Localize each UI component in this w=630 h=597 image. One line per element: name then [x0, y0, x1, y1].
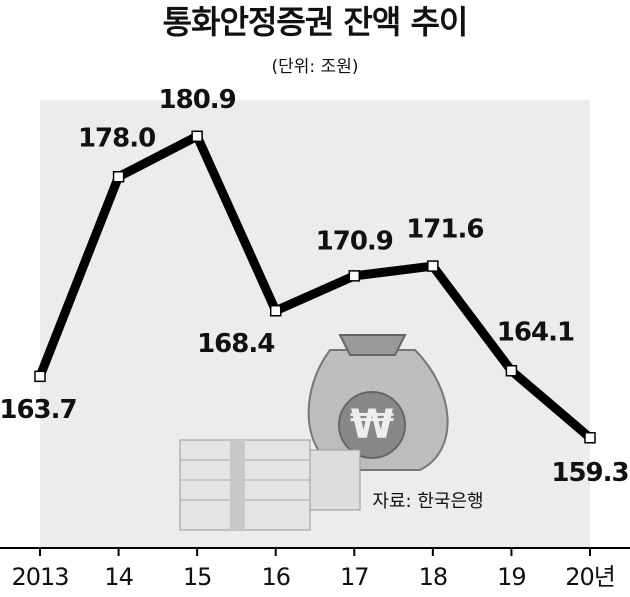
x-tick-label: 14: [104, 563, 133, 591]
point: [348, 270, 361, 282]
x-tick-label: 17: [340, 563, 369, 591]
x-tick-label: 16: [261, 563, 290, 591]
point: [269, 304, 282, 317]
point: [112, 171, 125, 183]
money-illustration: ₩: [179, 334, 449, 531]
value-label: 164.1: [497, 317, 574, 347]
point: [191, 130, 203, 143]
x-tick-label: 19: [497, 563, 526, 591]
value-label: 171.6: [406, 215, 483, 245]
point: [505, 365, 518, 377]
value-label: 168.4: [197, 329, 274, 359]
point: [427, 260, 439, 272]
value-label: 159.3: [551, 458, 628, 488]
svg-text:₩: ₩: [350, 402, 394, 448]
value-label: 170.9: [316, 226, 393, 256]
point: [34, 370, 46, 383]
chart-title: 통화안정증권 잔액 추이: [163, 3, 468, 41]
x-tick-label: 2013: [11, 563, 68, 591]
value-label: 178.0: [78, 123, 155, 153]
value-label: 180.9: [159, 85, 236, 115]
x-tick-label: 15: [183, 563, 212, 591]
value-label: 163.7: [0, 395, 77, 425]
x-tick-label: 20년: [565, 563, 615, 591]
line: [35, 131, 593, 442]
source-note: 자료: 한국은행: [372, 491, 483, 512]
x-tick-label: 18: [419, 563, 448, 591]
chart-subtitle: (단위: 조원): [272, 57, 359, 77]
point: [584, 431, 596, 444]
